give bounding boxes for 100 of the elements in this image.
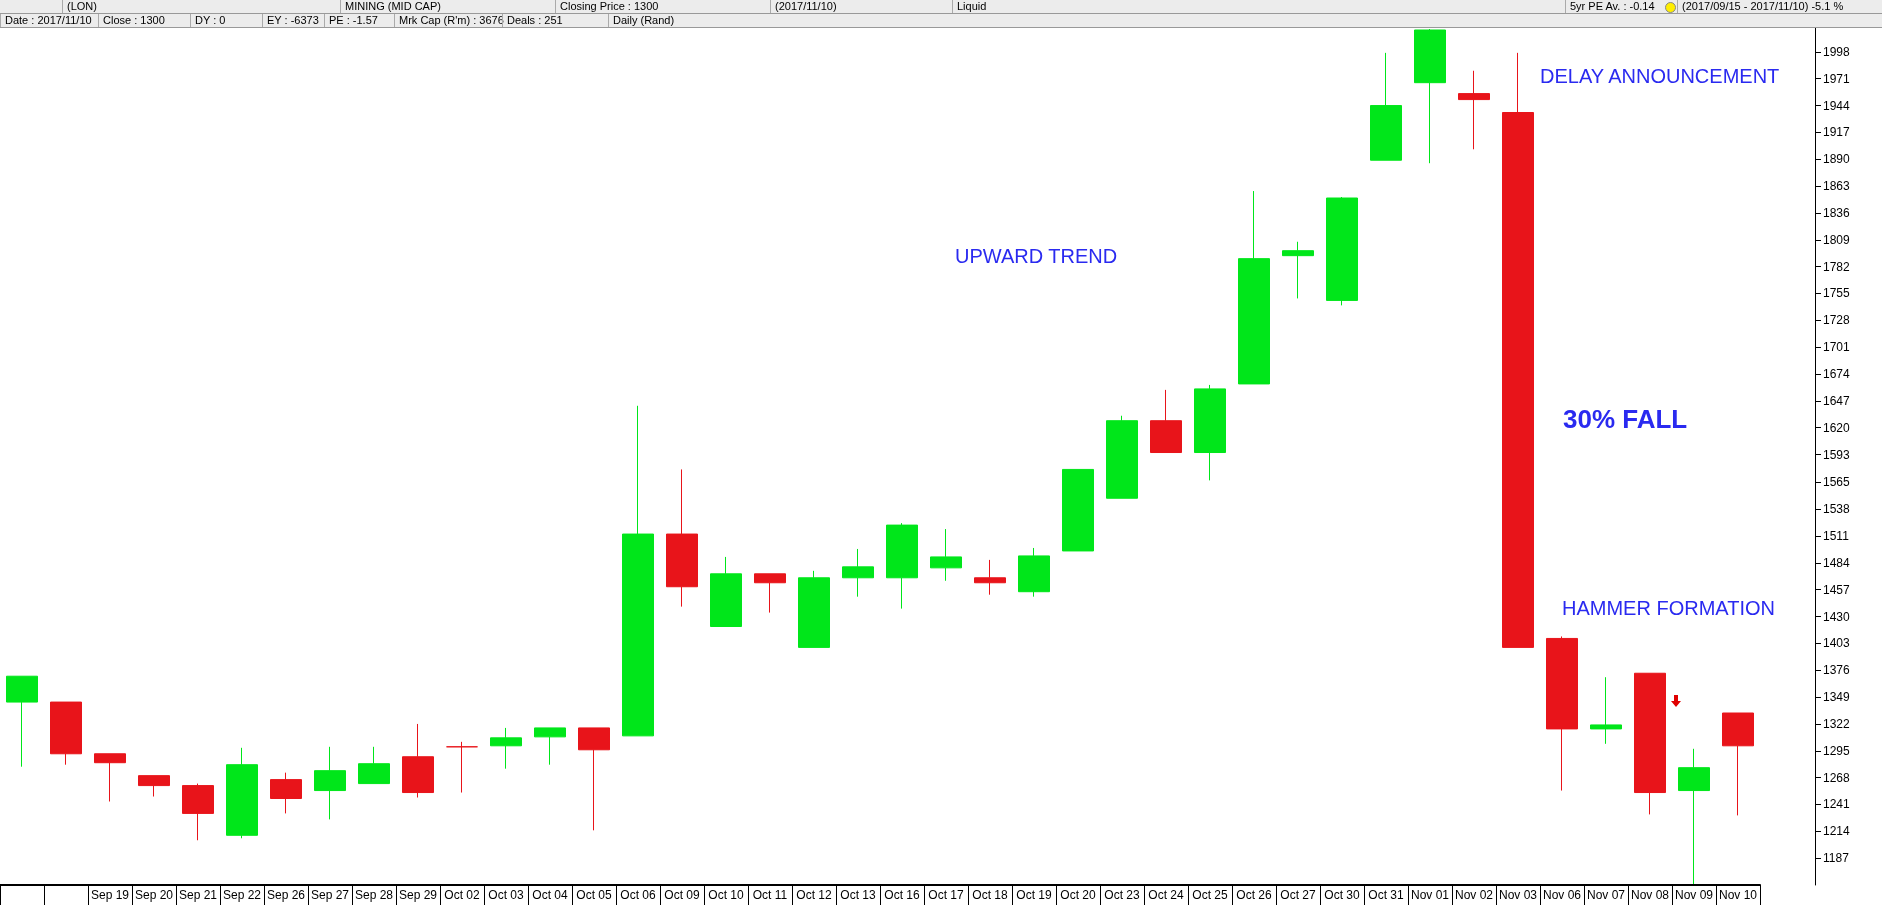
y-tick-label: 1809: [1823, 232, 1851, 247]
text: Deals : 251: [502, 14, 567, 27]
text: Closing Price : 1300: [555, 0, 663, 13]
x-tick-label: Sep 26: [266, 888, 306, 902]
y-tick-label: 1755: [1823, 286, 1851, 301]
text: (2017/11/10): [770, 0, 841, 13]
annotation: HAMMER FORMATION: [1562, 597, 1775, 619]
y-tick-label: 1565: [1823, 475, 1851, 490]
x-tick-label: Nov 03: [1498, 888, 1538, 902]
y-tick-label: 1998: [1823, 44, 1851, 59]
candlestick: [1194, 384, 1226, 481]
candlestick: [534, 727, 566, 766]
candlestick: [710, 556, 742, 628]
y-tick-label: 1241: [1823, 797, 1851, 812]
text: MINING (MID CAP): [340, 0, 445, 13]
y-tick-label: 1647: [1823, 393, 1851, 408]
x-tick-label: Nov 02: [1454, 888, 1494, 902]
candlestick: [270, 772, 302, 814]
text: DY : 0: [190, 14, 230, 27]
candlestick: [578, 727, 610, 831]
candlestick: [1502, 52, 1534, 648]
y-tick-label: 1971: [1823, 71, 1851, 86]
candlestick: [666, 468, 698, 608]
annotation: UPWARD TREND: [955, 245, 1118, 267]
y-tick-label: 1376: [1823, 663, 1851, 678]
candlestick: [1722, 712, 1754, 816]
x-tick-label: Nov 09: [1674, 888, 1714, 902]
candlestick: [754, 573, 786, 614]
candlestick: [1150, 389, 1182, 454]
x-tick-label: Sep 19: [90, 888, 130, 902]
y-tick-label: 1620: [1823, 420, 1851, 435]
candlestick: [226, 747, 258, 839]
candlestick: [798, 570, 830, 648]
x-tick-label: Nov 07: [1586, 888, 1626, 902]
candlestick: [94, 753, 126, 802]
x-tick-label: Oct 31: [1368, 888, 1404, 902]
x-tick-label: Oct 05: [576, 888, 612, 902]
x-tick-label: Oct 02: [444, 888, 480, 902]
y-tick-label: 1593: [1823, 447, 1851, 462]
x-tick-label: Oct 04: [532, 888, 568, 902]
y-tick-label: 1484: [1823, 555, 1851, 570]
x-tick-label: Oct 27: [1280, 888, 1316, 902]
candlestick: [1458, 70, 1490, 150]
annotation: DELAY ANNOUNCEMENT: [1540, 65, 1780, 87]
y-tick-label: 1836: [1823, 205, 1851, 220]
candlestick: [50, 701, 82, 766]
y-tick-label: 1187: [1823, 851, 1850, 866]
candlestick: [446, 741, 478, 794]
x-tick-label: Oct 13: [840, 888, 876, 902]
x-tick-label: Sep 21: [178, 888, 218, 902]
x-tick-label: Oct 11: [752, 888, 788, 902]
x-tick-label: Oct 30: [1324, 888, 1360, 902]
y-tick-label: 1674: [1823, 366, 1851, 381]
y-tick-label: 1403: [1823, 636, 1851, 651]
candlestick: [314, 746, 346, 820]
candlestick: [1546, 635, 1578, 792]
text: Daily (Rand): [608, 14, 679, 27]
x-tick-label: Oct 18: [972, 888, 1008, 902]
candlestick: [886, 522, 918, 610]
candlestick: [358, 746, 390, 785]
candlestick: [1238, 190, 1270, 385]
candlestick: [490, 727, 522, 770]
x-tick-label: Oct 16: [884, 888, 920, 902]
candlestick: [1634, 672, 1666, 815]
x-tick-label: Oct 17: [928, 888, 964, 902]
x-tick-label: Nov 08: [1630, 888, 1670, 902]
x-tick-label: Oct 03: [488, 888, 524, 902]
y-tick-label: 1701: [1823, 340, 1851, 355]
x-tick-label: Nov 06: [1542, 888, 1582, 902]
x-tick-label: Oct 10: [708, 888, 744, 902]
candlestick: [1106, 415, 1138, 499]
candlestick: [842, 548, 874, 598]
y-tick-label: 1511: [1823, 529, 1850, 544]
x-tick-label: Oct 09: [664, 888, 700, 902]
candlestick: [1018, 547, 1050, 598]
candlestick: [402, 723, 434, 799]
candlestick: [622, 405, 654, 737]
text: Date : 2017/11/10: [0, 14, 96, 27]
y-tick-label: 1349: [1823, 690, 1851, 705]
x-tick-label: Oct 12: [796, 888, 832, 902]
text: (2017/09/15 - 2017/11/10) -5.1 %: [1677, 0, 1848, 13]
candlestick: [182, 783, 214, 841]
text: 5yr PE Av. : -0.14: [1565, 0, 1659, 13]
y-tick-label: 1295: [1823, 743, 1851, 758]
y-tick-label: 1214: [1823, 824, 1851, 839]
candlestick: [1282, 241, 1314, 299]
candlestick: [930, 528, 962, 582]
x-tick-label: Oct 23: [1104, 888, 1140, 902]
x-tick-label: Oct 19: [1016, 888, 1052, 902]
text: EY : -6373: [262, 14, 323, 27]
y-tick-label: 1322: [1823, 716, 1851, 731]
annotation: 30% FALL: [1563, 404, 1688, 434]
x-tick-label: Sep 28: [354, 888, 394, 902]
x-tick-label: Sep 20: [134, 888, 174, 902]
candlestick: [6, 675, 38, 768]
x-tick-label: Sep 27: [310, 888, 350, 902]
y-tick-label: 1457: [1823, 582, 1851, 597]
y-tick-label: 1268: [1823, 770, 1851, 785]
y-tick-label: 1917: [1823, 125, 1851, 140]
candlestick: [1414, 28, 1446, 164]
